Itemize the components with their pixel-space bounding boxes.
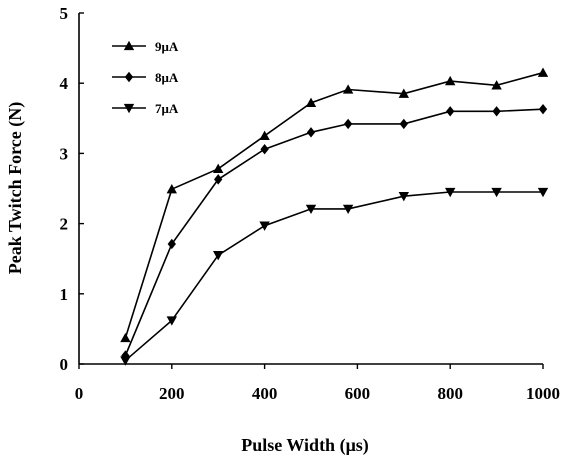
data-point-7ua (305, 204, 317, 215)
x-tick-label: 1000 (526, 384, 560, 403)
data-point-7ua (537, 187, 549, 198)
x-tick-label: 400 (252, 384, 278, 403)
data-point-9ua (213, 163, 224, 174)
legend: 9μA 8μA 7μA (112, 39, 179, 116)
data-point-9ua (445, 75, 456, 86)
y-tick-label: 3 (60, 144, 69, 163)
y-tick-label: 2 (60, 215, 69, 234)
x-tick-label: 600 (345, 384, 371, 403)
data-point-9ua (342, 84, 354, 94)
data-point-7ua (398, 192, 409, 202)
x-tick-label: 800 (437, 384, 463, 403)
y-tick-label: 0 (60, 355, 69, 374)
legend-marker (123, 103, 135, 114)
series-9ua (120, 67, 549, 343)
series-line-7ua (124, 191, 543, 362)
data-point-9ua (398, 88, 409, 98)
data-point-8ua (399, 118, 408, 130)
x-axis-ticks: 0 200 400 600 800 1000 (75, 364, 560, 403)
data-point-7ua (166, 316, 177, 326)
legend-entry-9ua: 9μA (112, 39, 179, 54)
data-point-7ua (342, 204, 354, 215)
legend-entry-7ua: 7μA (112, 101, 179, 116)
y-tick-label: 4 (60, 74, 69, 93)
data-point-9ua (305, 97, 317, 108)
x-axis-title: Pulse Width (μs) (241, 435, 369, 456)
data-point-7ua (213, 251, 224, 261)
legend-label: 7μA (155, 101, 179, 116)
y-tick-label: 1 (60, 285, 69, 304)
data-point-8ua (446, 106, 455, 117)
data-point-8ua (343, 118, 353, 130)
data-point-8ua (167, 238, 176, 250)
data-point-9ua (120, 332, 131, 343)
series-line-9ua (124, 71, 544, 339)
data-point-8ua (492, 106, 501, 117)
legend-label: 9μA (155, 39, 179, 54)
data-point-7ua (491, 187, 502, 198)
data-point-8ua (538, 103, 548, 115)
legend-marker (123, 40, 135, 51)
data-point-9ua (537, 67, 549, 77)
series-7ua (120, 187, 549, 366)
legend-entry-8ua: 8μA (112, 70, 179, 85)
data-point-9ua (259, 130, 270, 141)
data-point-9ua (491, 80, 502, 90)
data-point-8ua (306, 127, 316, 138)
data-point-8ua (214, 174, 223, 185)
data-point-7ua (120, 356, 131, 366)
legend-marker (124, 71, 134, 83)
series-line-8ua (124, 108, 544, 356)
axes (78, 13, 543, 365)
data-point-9ua (166, 184, 177, 194)
series-layer (120, 67, 549, 366)
data-point-8ua (260, 143, 269, 155)
series-8ua (121, 103, 548, 361)
x-tick-label: 200 (159, 384, 185, 403)
data-point-7ua (259, 221, 270, 231)
y-axis-title: Peak Twitch Force (N) (5, 102, 26, 274)
y-tick-label: 5 (60, 4, 69, 23)
data-point-7ua (445, 187, 456, 198)
x-tick-label: 0 (75, 384, 84, 403)
legend-label: 8μA (155, 70, 179, 85)
y-axis-ticks: 0 1 2 3 4 5 (60, 4, 84, 374)
